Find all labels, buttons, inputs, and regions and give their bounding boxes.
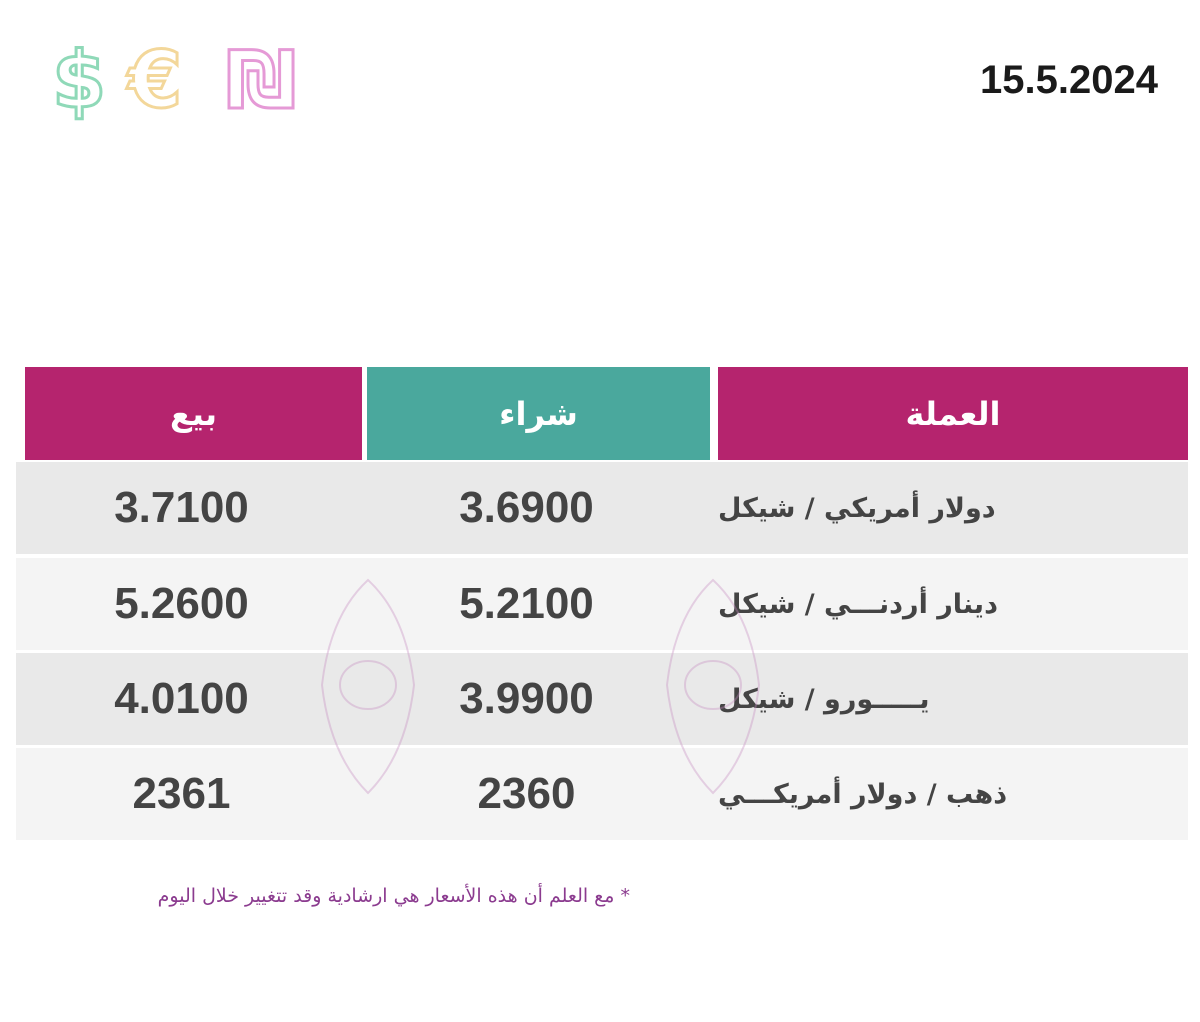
euro-icon: € <box>126 36 183 126</box>
table-row: دولار أمريكي / شيكل 3.6900 3.7100 <box>16 462 1188 554</box>
table-row: يـــــورو / شيكل 3.9900 4.0100 <box>16 653 1188 745</box>
table-row: ذهب / دولار أمريكـــي 2360 2361 <box>16 748 1188 840</box>
header-cell: بيع <box>25 367 362 460</box>
currency-name: دينار أردنـــي / شيكل <box>718 588 998 620</box>
buy-rate: 2360 <box>477 769 576 818</box>
header-cell: شراء <box>367 367 710 460</box>
watermarks <box>320 578 761 795</box>
sell-rate: 5.2600 <box>114 579 249 628</box>
header-cell: العملة <box>718 367 1188 460</box>
buy-rate: 5.2100 <box>459 579 594 628</box>
sell-rate: 3.7100 <box>114 483 249 532</box>
buy-rate: 3.6900 <box>459 483 594 532</box>
currency-name: دولار أمريكي / شيكل <box>718 492 996 524</box>
currency-name: يـــــورو / شيكل <box>718 683 930 715</box>
dollar-icon: $ <box>50 36 107 126</box>
buy-rate: 3.9900 <box>459 674 594 723</box>
footnote: * مع العلم أن هذه الأسعار هي ارشادية وقد… <box>157 885 630 907</box>
shekel-icon: ₪ <box>225 36 299 126</box>
date: 15.5.2024 <box>980 58 1158 102</box>
sell-rate: 2361 <box>132 769 231 818</box>
currency-name: ذهب / دولار أمريكـــي <box>718 778 1008 810</box>
table-row: دينار أردنـــي / شيكل 5.2100 5.2600 <box>16 558 1188 650</box>
sell-rate: 4.0100 <box>114 674 249 723</box>
